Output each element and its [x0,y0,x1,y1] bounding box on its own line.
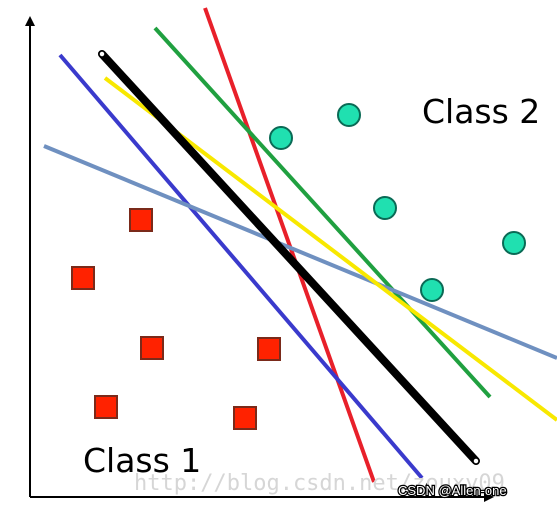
class1-point [140,336,164,360]
class2-point [373,196,397,220]
class1-points [71,208,281,430]
separating-line-red [203,7,376,483]
separating-line-steel-blue [43,144,557,360]
class1-point [94,395,118,419]
class2-label: Class 2 [422,92,540,131]
class2-points [269,103,526,302]
class1-point [257,337,281,361]
class1-point [129,208,153,232]
separating-line-blue [58,53,424,480]
class2-point [420,278,444,302]
separating-line-black [98,50,480,465]
credit-text: CSDN @Allen-one [398,483,507,498]
black-line-end-handle [472,457,480,465]
class1-label: Class 1 [83,441,201,480]
separating-line-green [153,26,492,399]
class1-point [233,406,257,430]
class2-point [269,126,293,150]
class1-point [71,266,95,290]
class2-point [502,231,526,255]
class2-point [337,103,361,127]
watermark-url: http://blog.csdn.net/zouxy09 [134,471,505,496]
black-line-start-handle [98,50,106,58]
